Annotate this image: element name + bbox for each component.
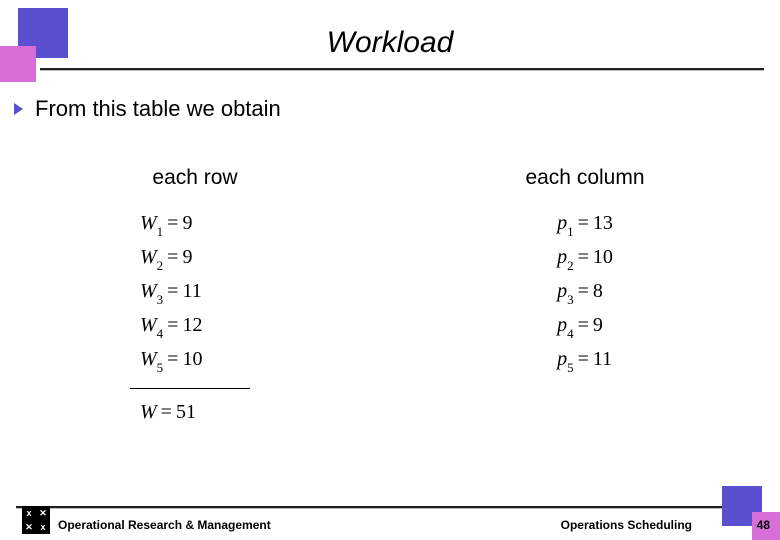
slide: Workload From this table we obtain each … bbox=[0, 0, 780, 540]
column-left: each row W1=9 W2=9 W3=11 W4=12 W5=10 W=51 bbox=[0, 166, 390, 424]
column-left-heading: each row bbox=[152, 166, 237, 190]
equation: W2=9 bbox=[140, 246, 192, 272]
column-right: each column p1=13 p2=10 p3=8 p4=9 p5=11 bbox=[390, 166, 780, 424]
footer: x✕✕x Operational Research & Management O… bbox=[0, 498, 780, 540]
bullet-text: From this table we obtain bbox=[35, 96, 281, 122]
footer-right-text: Operations Scheduling bbox=[561, 518, 692, 532]
equations-right: p1=13 p2=10 p3=8 p4=9 p5=11 bbox=[557, 212, 613, 374]
bullet-icon bbox=[14, 103, 23, 115]
equations-left: W1=9 W2=9 W3=11 W4=12 W5=10 W=51 bbox=[140, 212, 250, 424]
equation: p5=11 bbox=[557, 348, 612, 374]
equation: W1=9 bbox=[140, 212, 192, 238]
equation: p3=8 bbox=[557, 280, 603, 306]
equation: W4=12 bbox=[140, 314, 202, 340]
footer-left-text: Operational Research & Management bbox=[58, 518, 271, 532]
equation: p4=9 bbox=[557, 314, 603, 340]
equation: p2=10 bbox=[557, 246, 613, 272]
footer-logo: x✕✕x bbox=[22, 506, 50, 534]
equation: W3=11 bbox=[140, 280, 202, 306]
equation: p1=13 bbox=[557, 212, 613, 238]
sum-divider bbox=[130, 388, 250, 389]
equation: W5=10 bbox=[140, 348, 202, 374]
title-bar: Workload bbox=[0, 8, 780, 76]
title-divider-shadow bbox=[40, 70, 764, 71]
slide-body: From this table we obtain each row W1=9W… bbox=[0, 90, 780, 490]
page-number: 48 bbox=[757, 518, 770, 532]
column-right-heading: each column bbox=[525, 166, 644, 190]
bullet-row: From this table we obtain bbox=[14, 96, 281, 122]
columns: each row W1=9 W2=9 W3=11 W4=12 W5=10 W=51 eac… bbox=[0, 166, 780, 424]
footer-divider-shadow bbox=[16, 508, 740, 509]
slide-title: Workload bbox=[0, 26, 780, 60]
equation: W=51 bbox=[140, 401, 196, 424]
